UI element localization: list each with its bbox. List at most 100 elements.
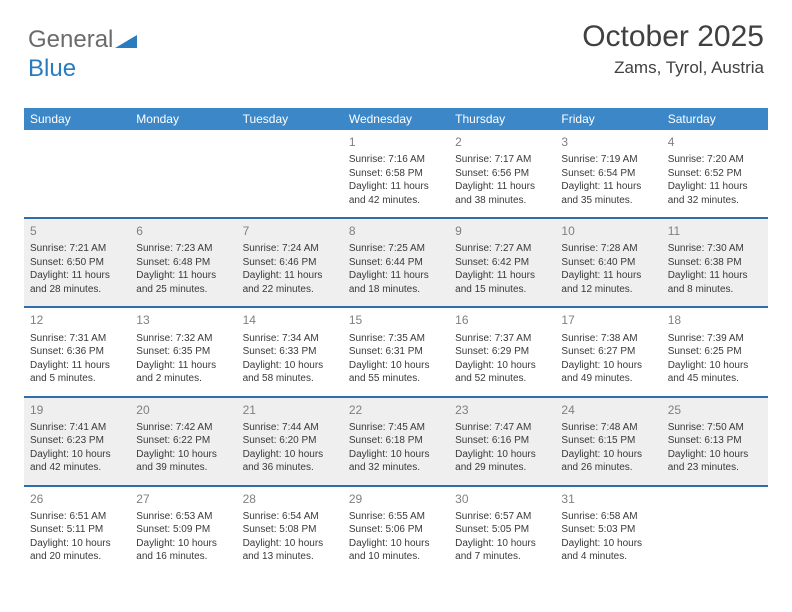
sunrise-line: Sunrise: 7:25 AM — [349, 242, 443, 256]
month-title: October 2025 — [582, 20, 764, 54]
weekday-header-cell: Monday — [130, 108, 236, 130]
sunrise-line: Sunrise: 7:35 AM — [349, 332, 443, 346]
sunrise-line: Sunrise: 7:44 AM — [243, 421, 337, 435]
day-number: 17 — [561, 312, 655, 328]
day-number: 28 — [243, 491, 337, 507]
calendar: SundayMondayTuesdayWednesdayThursdayFrid… — [24, 108, 768, 574]
day-cell: 20Sunrise: 7:42 AMSunset: 6:22 PMDayligh… — [130, 398, 236, 485]
sunset-line: Sunset: 6:13 PM — [668, 434, 762, 448]
sunrise-line: Sunrise: 7:38 AM — [561, 332, 655, 346]
daylight-line: Daylight: 11 hours and 12 minutes. — [561, 269, 655, 296]
sunset-line: Sunset: 6:27 PM — [561, 345, 655, 359]
daylight-line: Daylight: 11 hours and 15 minutes. — [455, 269, 549, 296]
day-cell — [237, 130, 343, 217]
sunset-line: Sunset: 6:58 PM — [349, 167, 443, 181]
sunset-line: Sunset: 6:31 PM — [349, 345, 443, 359]
sunset-line: Sunset: 6:36 PM — [30, 345, 124, 359]
day-cell: 2Sunrise: 7:17 AMSunset: 6:56 PMDaylight… — [449, 130, 555, 217]
sunrise-line: Sunrise: 7:39 AM — [668, 332, 762, 346]
day-number: 7 — [243, 223, 337, 239]
sunrise-line: Sunrise: 7:30 AM — [668, 242, 762, 256]
day-cell: 13 Sunrise: 7:32 AMSunset: 6:35 PMDayligh… — [130, 308, 236, 395]
sunrise-line: Sunrise: 7:32 AM — [136, 332, 230, 346]
sunset-line: Sunset: 5:08 PM — [243, 523, 337, 537]
day-number: 8 — [349, 223, 443, 239]
day-cell: 16Sunrise: 7:37 AMSunset: 6:29 PMDayligh… — [449, 308, 555, 395]
daylight-line: Daylight: 11 hours and 18 minutes. — [349, 269, 443, 296]
weekday-header-cell: Thursday — [449, 108, 555, 130]
day-number: 25 — [668, 402, 762, 418]
daylight-line: Daylight: 11 hours and 8 minutes. — [668, 269, 762, 296]
sunset-line: Sunset: 6:22 PM — [136, 434, 230, 448]
day-cell: 25Sunrise: 7:50 AMSunset: 6:13 PMDayligh… — [662, 398, 768, 485]
daylight-line: Daylight: 10 hours and 52 minutes. — [455, 359, 549, 386]
daylight-line: Daylight: 10 hours and 20 minutes. — [30, 537, 124, 564]
day-cell: 24Sunrise: 7:48 AMSunset: 6:15 PMDayligh… — [555, 398, 661, 485]
day-cell: 5Sunrise: 7:21 AMSunset: 6:50 PMDaylight… — [24, 219, 130, 306]
day-cell: 4Sunrise: 7:20 AMSunset: 6:52 PMDaylight… — [662, 130, 768, 217]
sunrise-line: Sunrise: 7:24 AM — [243, 242, 337, 256]
sunrise-line: Sunrise: 7:45 AM — [349, 421, 443, 435]
day-cell — [130, 130, 236, 217]
sunset-line: Sunset: 6:42 PM — [455, 256, 549, 270]
day-cell: 3Sunrise: 7:19 AMSunset: 6:54 PMDaylight… — [555, 130, 661, 217]
logo-triangle-icon — [115, 27, 137, 55]
sunset-line: Sunset: 6:46 PM — [243, 256, 337, 270]
day-number: 29 — [349, 491, 443, 507]
sunrise-line: Sunrise: 6:54 AM — [243, 510, 337, 524]
sunset-line: Sunset: 6:35 PM — [136, 345, 230, 359]
day-cell: 23Sunrise: 7:47 AMSunset: 6:16 PMDayligh… — [449, 398, 555, 485]
day-number: 14 — [243, 312, 337, 328]
sunset-line: Sunset: 6:23 PM — [30, 434, 124, 448]
sunset-line: Sunset: 6:38 PM — [668, 256, 762, 270]
sunrise-line: Sunrise: 7:34 AM — [243, 332, 337, 346]
daylight-line: Daylight: 11 hours and 35 minutes. — [561, 180, 655, 207]
day-number: 3 — [561, 134, 655, 150]
day-number: 23 — [455, 402, 549, 418]
day-number: 10 — [561, 223, 655, 239]
day-cell: 19Sunrise: 7:41 AMSunset: 6:23 PMDayligh… — [24, 398, 130, 485]
sunset-line: Sunset: 5:03 PM — [561, 523, 655, 537]
logo-text-1: General — [28, 26, 113, 53]
sunrise-line: Sunrise: 6:58 AM — [561, 510, 655, 524]
daylight-line: Daylight: 10 hours and 26 minutes. — [561, 448, 655, 475]
daylight-line: Daylight: 11 hours and 22 minutes. — [243, 269, 337, 296]
weeks-container: 1Sunrise: 7:16 AMSunset: 6:58 PMDaylight… — [24, 130, 768, 574]
sunrise-line: Sunrise: 7:37 AM — [455, 332, 549, 346]
daylight-line: Daylight: 10 hours and 45 minutes. — [668, 359, 762, 386]
sunrise-line: Sunrise: 7:20 AM — [668, 153, 762, 167]
sunrise-line: Sunrise: 6:53 AM — [136, 510, 230, 524]
sunset-line: Sunset: 6:54 PM — [561, 167, 655, 181]
day-number: 11 — [668, 223, 762, 239]
daylight-line: Daylight: 10 hours and 55 minutes. — [349, 359, 443, 386]
day-cell: 11 Sunrise: 7:30 AMSunset: 6:38 PMDayligh… — [662, 219, 768, 306]
daylight-line: Daylight: 10 hours and 39 minutes. — [136, 448, 230, 475]
day-cell: 28Sunrise: 6:54 AMSunset: 5:08 PMDayligh… — [237, 487, 343, 574]
day-number: 2 — [455, 134, 549, 150]
day-number: 27 — [136, 491, 230, 507]
daylight-line: Daylight: 11 hours and 5 minutes. — [30, 359, 124, 386]
daylight-line: Daylight: 10 hours and 29 minutes. — [455, 448, 549, 475]
weekday-header-cell: Wednesday — [343, 108, 449, 130]
weekday-header-cell: Tuesday — [237, 108, 343, 130]
day-number: 18 — [668, 312, 762, 328]
sunrise-line: Sunrise: 7:28 AM — [561, 242, 655, 256]
week-row: 5Sunrise: 7:21 AMSunset: 6:50 PMDaylight… — [24, 219, 768, 308]
day-cell: 18Sunrise: 7:39 AMSunset: 6:25 PMDayligh… — [662, 308, 768, 395]
daylight-line: Daylight: 10 hours and 42 minutes. — [30, 448, 124, 475]
sunrise-line: Sunrise: 7:41 AM — [30, 421, 124, 435]
logo: General Blue — [28, 26, 137, 83]
daylight-line: Daylight: 10 hours and 4 minutes. — [561, 537, 655, 564]
title-block: October 2025 Zams, Tyrol, Austria — [582, 20, 764, 78]
location-title: Zams, Tyrol, Austria — [582, 58, 764, 78]
day-cell: 30Sunrise: 6:57 AMSunset: 5:05 PMDayligh… — [449, 487, 555, 574]
sunrise-line: Sunrise: 7:48 AM — [561, 421, 655, 435]
day-number: 13 — [136, 312, 230, 328]
daylight-line: Daylight: 11 hours and 38 minutes. — [455, 180, 549, 207]
day-cell: 31Sunrise: 6:58 AMSunset: 5:03 PMDayligh… — [555, 487, 661, 574]
day-number: 20 — [136, 402, 230, 418]
sunset-line: Sunset: 5:09 PM — [136, 523, 230, 537]
sunset-line: Sunset: 5:11 PM — [30, 523, 124, 537]
daylight-line: Daylight: 11 hours and 2 minutes. — [136, 359, 230, 386]
daylight-line: Daylight: 11 hours and 32 minutes. — [668, 180, 762, 207]
